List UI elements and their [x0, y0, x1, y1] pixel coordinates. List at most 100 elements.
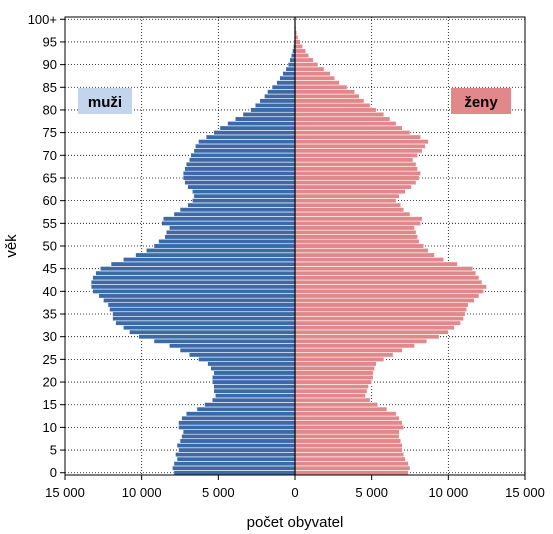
legend-layer: muži ženy — [78, 88, 511, 114]
bar-muzi-age-24 — [207, 361, 296, 367]
legend-zeny-label: ženy — [464, 94, 498, 111]
bar-zeny-age-74 — [294, 134, 422, 140]
bar-muzi-age-15 — [204, 402, 296, 408]
bar-muzi-age-53 — [165, 229, 296, 235]
bar-muzi-age-82 — [259, 98, 296, 104]
bar-zeny-age-15 — [294, 402, 379, 408]
x-tick-label: 0 — [291, 485, 298, 500]
bar-muzi-age-83 — [264, 93, 296, 99]
bar-muzi-age-7 — [179, 438, 296, 444]
y-tick-label: 45 — [43, 261, 57, 276]
y-tick-label: 70 — [43, 148, 57, 163]
bar-zeny-age-67 — [294, 166, 418, 172]
bar-muzi-age-68 — [185, 161, 296, 167]
bar-muzi-age-37 — [107, 302, 296, 308]
bar-muzi-age-74 — [205, 134, 296, 140]
bar-muzi-age-86 — [276, 80, 296, 86]
bar-zeny-age-58 — [294, 207, 405, 213]
y-tick-label: 50 — [43, 239, 57, 254]
bar-zeny-age-5 — [294, 447, 403, 453]
bar-muzi-age-65 — [182, 175, 296, 181]
x-tick-label: 5 000 — [202, 485, 235, 500]
bar-zeny-age-37 — [294, 302, 469, 308]
y-tick-label: 90 — [43, 57, 57, 72]
bar-zeny-age-36 — [294, 306, 468, 313]
bar-muzi-age-0 — [173, 470, 296, 476]
y-axis-title: věk — [3, 234, 20, 258]
bar-zeny-age-49 — [294, 247, 429, 254]
bar-zeny-age-68 — [294, 161, 417, 167]
bar-muzi-age-54 — [168, 225, 296, 231]
bar-muzi-age-78 — [234, 116, 296, 122]
bar-zeny-age-4 — [294, 452, 405, 458]
bar-muzi-age-30 — [138, 334, 296, 340]
bar-muzi-age-44 — [95, 270, 296, 276]
bar-muzi-age-47 — [122, 257, 296, 263]
bar-zeny-age-48 — [294, 252, 435, 258]
legend-zeny-box — [451, 88, 511, 114]
bar-muzi-age-17 — [214, 393, 296, 399]
bar-zeny-age-17 — [294, 393, 366, 399]
bar-muzi-age-84 — [267, 89, 296, 95]
y-tick-label: 55 — [43, 216, 57, 231]
x-tick-label: 10 000 — [122, 485, 162, 500]
bar-zeny-age-76 — [294, 125, 403, 131]
bar-zeny-age-10 — [294, 424, 405, 430]
x-tick-label: 15 000 — [45, 485, 85, 500]
bar-zeny-age-95 — [294, 39, 301, 45]
bar-muzi-age-14 — [196, 406, 296, 412]
y-tick-label: 40 — [43, 284, 57, 299]
y-tick-label: 65 — [43, 170, 57, 185]
bar-muzi-age-39 — [98, 293, 296, 299]
bar-muzi-age-5 — [178, 447, 296, 453]
bar-zeny-age-93 — [294, 48, 307, 54]
bar-zeny-age-26 — [294, 352, 394, 358]
bar-muzi-age-46 — [110, 261, 296, 267]
bar-zeny-age-7 — [294, 438, 402, 444]
bar-muzi-age-55 — [161, 220, 296, 226]
bar-muzi-age-69 — [188, 157, 296, 163]
bar-zeny-age-64 — [294, 179, 417, 186]
bar-zeny-age-30 — [294, 334, 440, 340]
bar-zeny-age-82 — [294, 98, 365, 104]
bar-zeny-age-38 — [294, 297, 475, 303]
bar-zeny-age-90 — [294, 62, 319, 68]
y-tick-label: 10 — [43, 420, 57, 435]
bar-muzi-age-58 — [179, 207, 296, 213]
bar-muzi-age-79 — [242, 111, 296, 118]
bar-muzi-age-6 — [176, 442, 296, 449]
bar-zeny-age-94 — [294, 43, 303, 50]
bar-muzi-age-81 — [254, 102, 296, 108]
bar-muzi-age-33 — [115, 320, 296, 326]
bar-muzi-age-73 — [198, 139, 296, 145]
bar-zeny-age-81 — [294, 102, 371, 108]
bar-zeny-age-88 — [294, 71, 331, 77]
bar-zeny-age-83 — [294, 93, 360, 99]
bar-muzi-age-61 — [193, 193, 296, 199]
bar-muzi-age-19 — [213, 384, 296, 390]
y-tick-label: 5 — [50, 443, 57, 458]
y-tick-label: 30 — [43, 329, 57, 344]
bar-zeny-age-16 — [294, 397, 371, 403]
bar-muzi-age-20 — [211, 379, 296, 385]
bar-muzi-age-51 — [158, 238, 296, 245]
bar-muzi-age-63 — [187, 184, 296, 190]
bar-zeny-age-56 — [294, 216, 423, 222]
bar-zeny-age-65 — [294, 175, 420, 181]
bar-zeny-age-34 — [294, 315, 464, 322]
bar-muzi-age-56 — [162, 216, 296, 222]
bar-muzi-age-9 — [182, 429, 296, 435]
bar-zeny-age-45 — [294, 266, 474, 272]
bar-muzi-age-34 — [112, 315, 296, 322]
bar-zeny-age-63 — [294, 184, 412, 190]
bars-layer — [90, 16, 487, 476]
bar-zeny-age-19 — [294, 384, 369, 390]
bar-zeny-age-11 — [294, 420, 403, 426]
x-axis-title: počet obyvatel — [247, 514, 344, 531]
bar-zeny-age-78 — [294, 116, 391, 122]
bar-zeny-age-13 — [294, 411, 397, 417]
bar-zeny-age-69 — [294, 157, 414, 163]
bar-zeny-age-79 — [294, 111, 385, 118]
bar-muzi-age-64 — [184, 179, 296, 186]
bar-muzi-age-8 — [181, 433, 296, 440]
